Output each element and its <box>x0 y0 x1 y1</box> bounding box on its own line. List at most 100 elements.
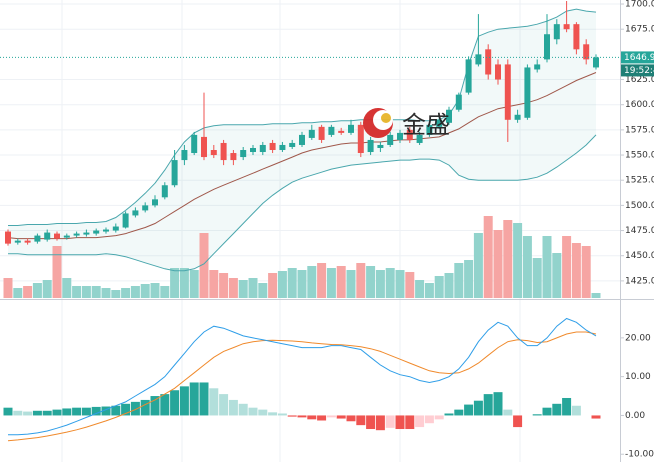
candle-body <box>495 64 501 80</box>
histogram-bar <box>179 386 189 416</box>
histogram-bar <box>542 407 552 416</box>
histogram-bar <box>258 409 268 416</box>
histogram-bar <box>101 406 111 416</box>
histogram-bar <box>503 409 513 416</box>
candle-body <box>524 67 531 118</box>
candle-body <box>455 94 462 110</box>
volume-bar <box>228 278 238 298</box>
volume-bar <box>395 270 405 298</box>
volume-bar <box>81 286 91 298</box>
volume-bar <box>42 280 52 298</box>
histogram-bar <box>81 407 91 416</box>
histogram-bar <box>434 415 444 420</box>
volume-bar <box>424 283 434 298</box>
histogram-bar <box>42 410 52 416</box>
histogram-bar <box>483 394 493 416</box>
candle-body <box>210 150 217 156</box>
y-tick-label: 1575.00 <box>625 125 654 135</box>
candle-body <box>308 129 315 138</box>
histogram-bar <box>91 406 101 416</box>
histogram-bar <box>444 413 454 416</box>
volume-bar <box>121 288 131 298</box>
candle-body <box>436 119 443 127</box>
macd-line <box>8 317 597 436</box>
volume-bar <box>522 236 532 298</box>
candle-body <box>573 24 580 50</box>
volume-bar <box>434 276 444 298</box>
histogram-bar <box>52 409 62 416</box>
volume-bar <box>258 283 268 298</box>
histogram-bar <box>307 415 317 420</box>
histogram-bar <box>385 415 395 428</box>
volume-bar <box>91 286 101 298</box>
volume-bar <box>32 283 42 298</box>
y-tick-label: 1700.00 <box>625 0 654 10</box>
histogram-bar <box>375 415 385 431</box>
watermark: 金盛 <box>363 108 450 139</box>
candle-body <box>328 126 335 135</box>
y-tick-label: 1425.00 <box>625 276 654 286</box>
volume-bar <box>307 266 317 298</box>
candle-body <box>563 24 570 30</box>
candle-body <box>201 136 207 158</box>
band-lower <box>8 134 597 272</box>
candle-body <box>171 160 178 186</box>
volume-bar <box>552 253 562 298</box>
volume-bar <box>571 243 581 298</box>
candle-body <box>83 232 90 235</box>
volume-bar <box>503 220 513 298</box>
volume-bar <box>513 223 523 298</box>
candle-body <box>24 240 31 243</box>
candle-body <box>63 235 70 238</box>
candle-body <box>465 59 472 93</box>
candle-body <box>73 233 80 236</box>
volume-bar <box>454 263 464 298</box>
y-tick-label: 20.00 <box>625 333 651 343</box>
y-tick-label: 1475.00 <box>625 226 654 236</box>
histogram-bar <box>571 405 581 416</box>
candle-body <box>54 233 60 239</box>
histogram-bar <box>424 415 434 424</box>
histogram-bar <box>336 415 346 419</box>
volume-bar <box>52 246 62 298</box>
candle-body <box>240 150 247 158</box>
candle-body <box>132 210 139 216</box>
candle-body <box>289 142 296 147</box>
histogram-bar <box>366 415 376 430</box>
volume-bar <box>493 230 503 298</box>
volume-bar <box>444 273 454 298</box>
volume-bar <box>179 268 189 298</box>
candle-body <box>14 240 21 243</box>
signal-line <box>7 331 597 442</box>
histogram-bar <box>72 407 82 416</box>
candle-body <box>152 199 158 206</box>
candle-body <box>534 64 541 70</box>
histogram-bar <box>562 397 572 416</box>
histogram-bar <box>170 390 180 416</box>
volume-bar <box>140 284 150 298</box>
volume-bar <box>562 236 572 298</box>
histogram-bar <box>32 410 42 416</box>
candle-body <box>112 226 119 231</box>
histogram-bar <box>591 415 601 419</box>
volume-bar <box>238 280 248 298</box>
histogram-bar <box>277 413 287 416</box>
volume-bar <box>170 268 180 298</box>
candle-body <box>357 124 364 154</box>
histogram-bar <box>405 415 415 430</box>
histogram-bar <box>493 392 503 416</box>
candle-body <box>220 142 227 161</box>
volume-bar <box>336 266 346 298</box>
histogram-bar <box>395 415 405 430</box>
histogram-bar <box>150 396 160 416</box>
volume-bar <box>356 263 366 298</box>
candle-body <box>191 134 198 154</box>
volume-bar <box>483 216 493 298</box>
volume-bar <box>297 270 307 298</box>
volume-bar <box>219 273 229 298</box>
candle-body <box>553 24 560 40</box>
y-tick-label: 1450.00 <box>625 251 654 261</box>
volume-bar <box>473 233 483 298</box>
volume-bar <box>150 283 160 298</box>
